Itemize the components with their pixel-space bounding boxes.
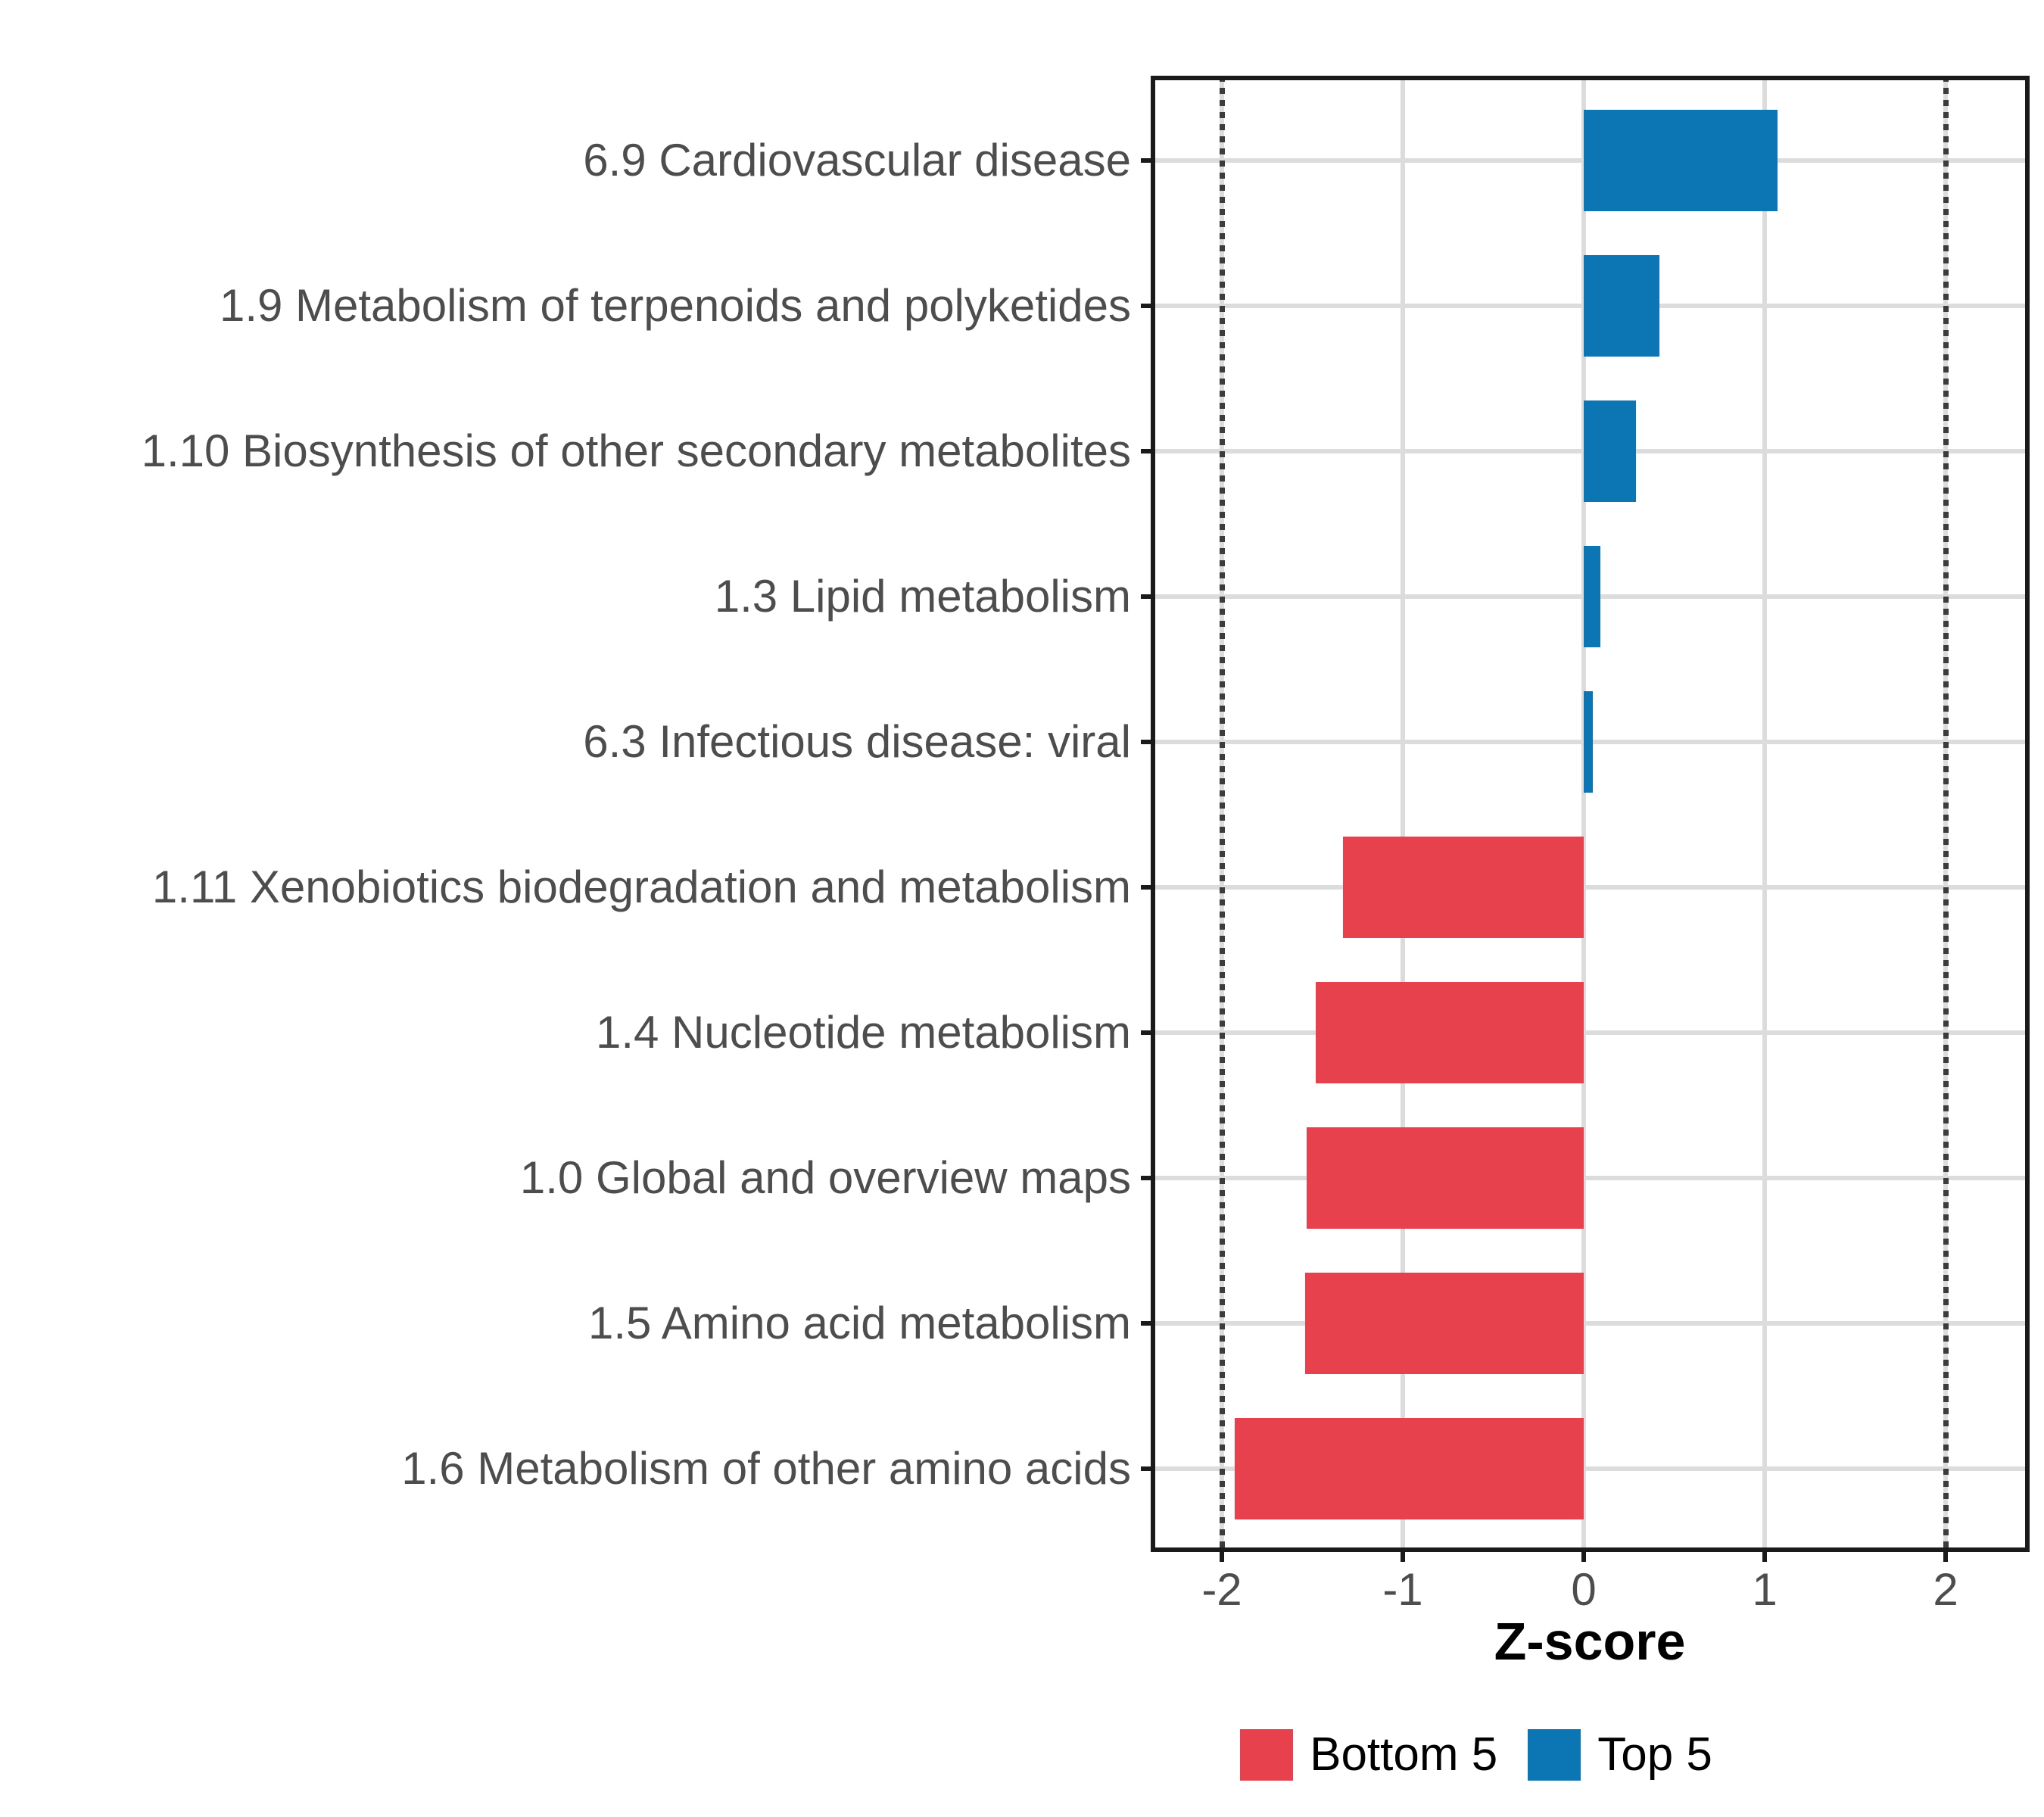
bar <box>1307 1127 1584 1229</box>
y-gridline <box>1151 885 2030 890</box>
x-tick-label: 2 <box>1933 1564 1958 1615</box>
bar <box>1584 546 1600 647</box>
y-gridline <box>1151 1321 2030 1326</box>
y-tick <box>1141 740 1151 744</box>
y-tick <box>1141 1176 1151 1180</box>
y-gridline <box>1151 1466 2030 1471</box>
x-axis-title: Z-score <box>1494 1612 1686 1671</box>
category-label: 1.10 Biosynthesis of other secondary met… <box>141 425 1131 476</box>
category-label: 1.6 Metabolism of other amino acids <box>401 1443 1131 1494</box>
bar <box>1584 400 1637 502</box>
category-label: 1.11 Xenobiotics biodegradation and meta… <box>151 862 1131 912</box>
reference-line <box>1220 76 1225 1552</box>
bar <box>1343 837 1584 938</box>
x-tick <box>1401 1552 1405 1562</box>
y-tick <box>1141 449 1151 453</box>
legend-label-bottom5: Bottom 5 <box>1310 1728 1498 1781</box>
top5-swatch-icon <box>1528 1729 1581 1781</box>
x-tick-label: 1 <box>1752 1564 1778 1615</box>
bar <box>1584 255 1660 357</box>
y-tick <box>1141 158 1151 163</box>
y-tick <box>1141 1466 1151 1471</box>
category-label: 1.9 Metabolism of terpenoids and polyket… <box>219 280 1131 331</box>
y-tick <box>1141 1030 1151 1035</box>
y-tick <box>1141 594 1151 599</box>
x-gridline <box>1401 76 1405 1552</box>
category-label: 1.0 Global and overview maps <box>519 1152 1131 1203</box>
category-label: 1.4 Nucleotide metabolism <box>595 1007 1131 1058</box>
x-tick <box>1762 1552 1767 1562</box>
bar <box>1304 1273 1584 1374</box>
category-label: 6.9 Cardiovascular disease <box>583 135 1131 185</box>
x-gridline <box>1762 76 1767 1552</box>
y-tick <box>1141 1321 1151 1326</box>
x-tick <box>1943 1552 1948 1562</box>
category-label: 6.3 Infectious disease: viral <box>583 716 1131 767</box>
legend-label-top5: Top 5 <box>1597 1728 1712 1781</box>
category-label: 1.5 Amino acid metabolism <box>587 1298 1131 1348</box>
bottom5-swatch-icon <box>1240 1729 1294 1781</box>
x-tick-label: -2 <box>1201 1564 1242 1615</box>
bar <box>1584 691 1593 793</box>
bar <box>1584 110 1778 211</box>
y-gridline <box>1151 1176 2030 1180</box>
plot-panel <box>1151 76 2030 1552</box>
x-tick-label: -1 <box>1382 1564 1423 1615</box>
y-gridline <box>1151 1030 2030 1035</box>
legend-item-top5: Top 5 <box>1528 1728 1712 1781</box>
category-label: 1.3 Lipid metabolism <box>714 571 1131 622</box>
x-gridline <box>1581 76 1586 1552</box>
bar <box>1234 1418 1584 1519</box>
y-tick <box>1141 304 1151 308</box>
y-tick <box>1141 885 1151 890</box>
bar <box>1316 982 1584 1083</box>
reference-line <box>1943 76 1949 1552</box>
legend: Bottom 5 Top 5 <box>0 1728 2044 1781</box>
legend-item-bottom5: Bottom 5 <box>1240 1728 1497 1781</box>
x-tick-label: 0 <box>1571 1564 1597 1615</box>
x-tick <box>1220 1552 1224 1562</box>
x-tick <box>1581 1552 1586 1562</box>
